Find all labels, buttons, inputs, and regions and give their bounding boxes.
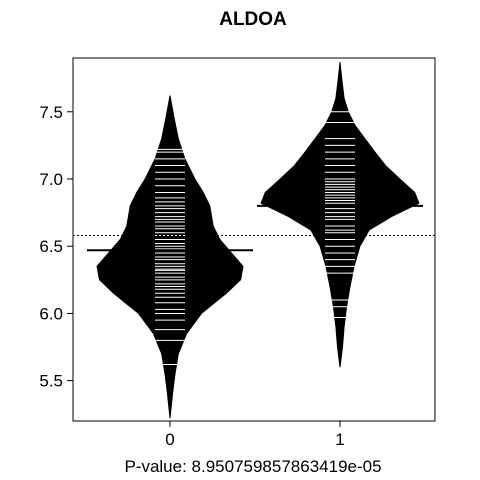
y-axis: 5.5 6.0 6.5 7.0 7.5 [39,103,74,391]
bean-group-1 [257,61,423,368]
x-axis-label: P-value: 8.950759857863419e-05 [124,457,381,476]
y-tick-label: 6.5 [39,237,63,256]
beans [87,61,423,419]
chart-title: ALDOA [219,9,287,30]
x-tick-label: 1 [335,430,344,449]
y-tick-label: 7.0 [39,170,63,189]
y-tick-label: 5.5 [39,372,63,391]
y-tick-label: 6.0 [39,304,63,323]
bean-shape-1 [260,61,420,368]
x-tick-label: 0 [165,430,174,449]
bean-group-0 [87,95,253,419]
y-tick-label: 7.5 [39,103,63,122]
